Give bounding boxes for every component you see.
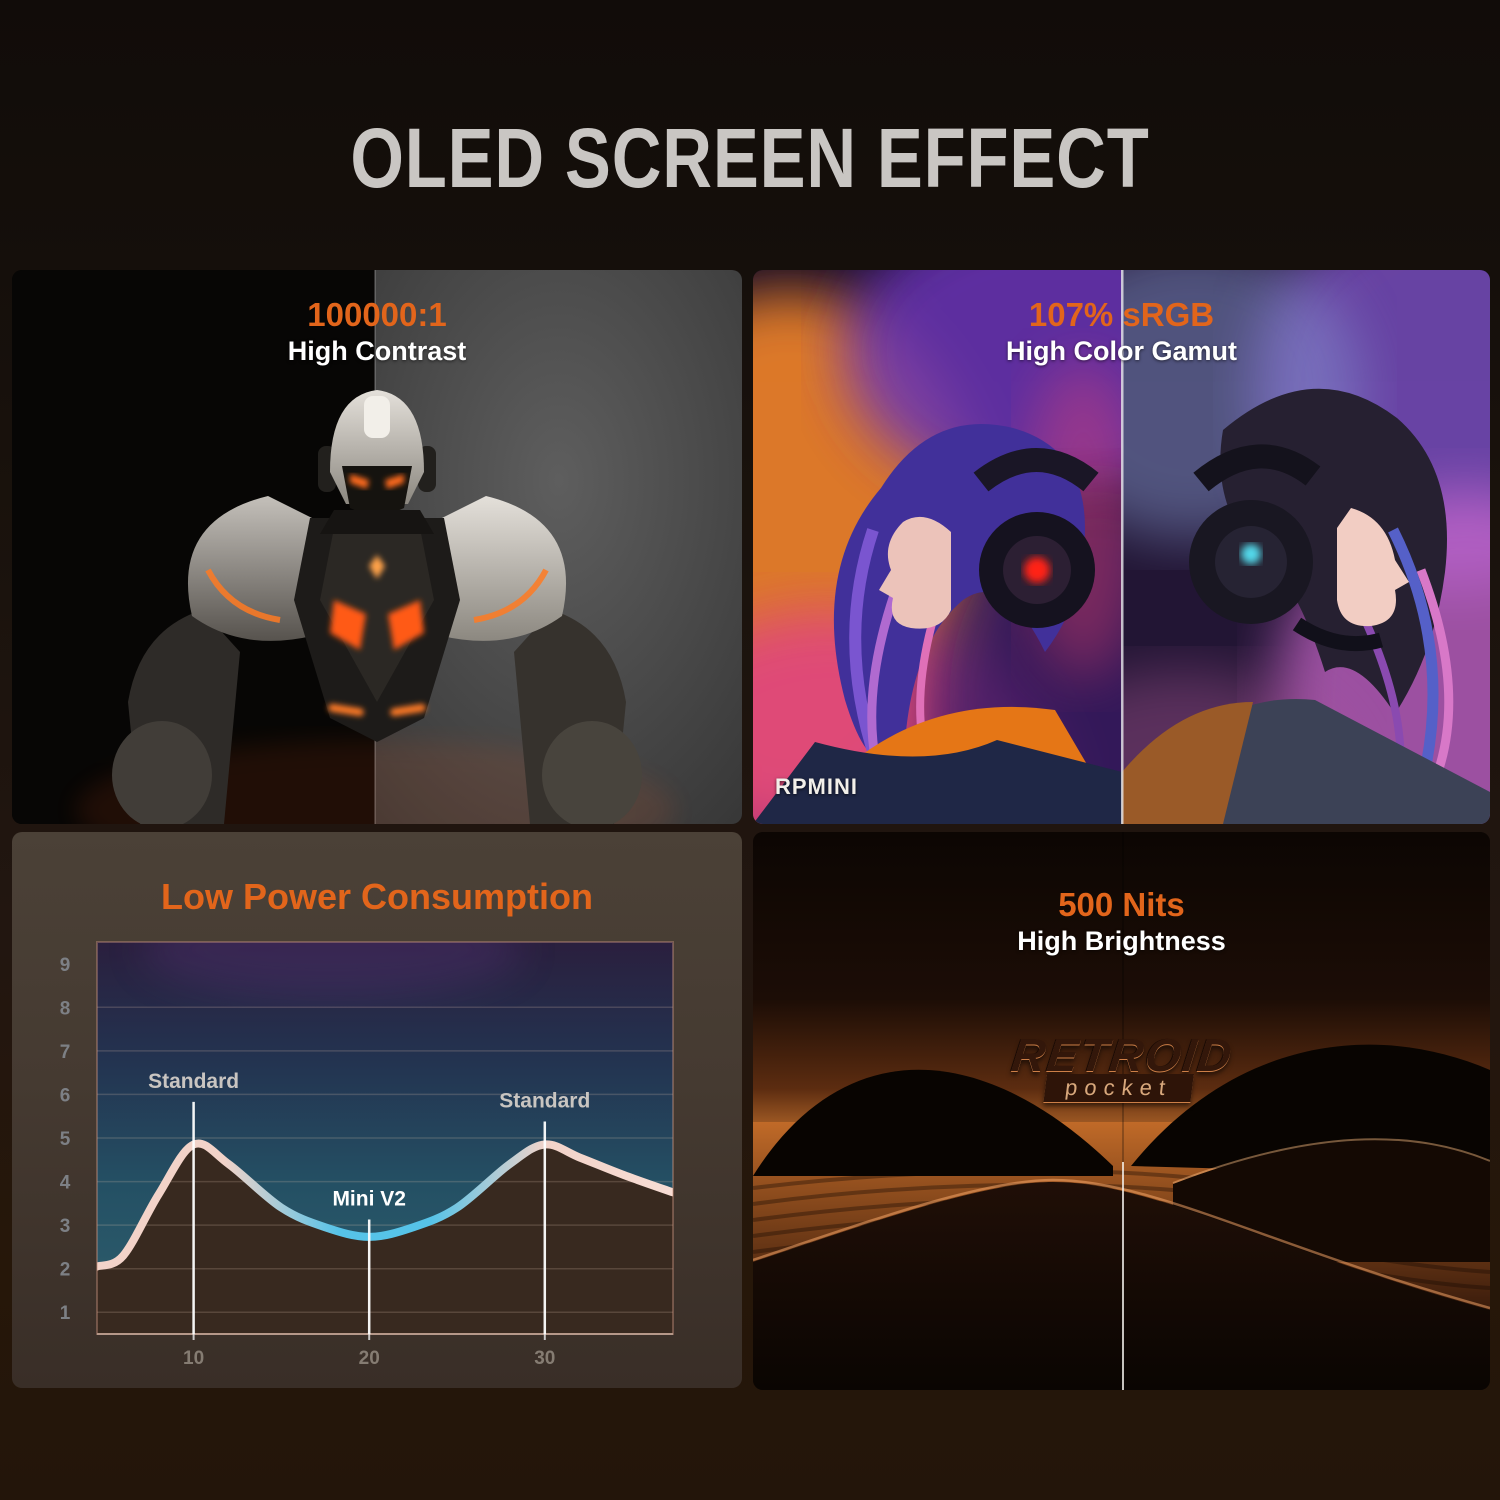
- svg-text:10: 10: [183, 1348, 204, 1369]
- split-line-lower: [1122, 1162, 1124, 1390]
- panel-brightness: 500 Nits High Brightness RETROID pocket: [753, 832, 1490, 1390]
- contrast-stats: 100000:1 High Contrast: [12, 294, 742, 369]
- rpmini-watermark: RPMINI: [775, 774, 858, 799]
- cyberpunk-girls-image: [753, 270, 1490, 824]
- brightness-stats: 500 Nits High Brightness: [753, 884, 1490, 959]
- power-consumption-chart: Standard Mini V2 Standard 1 2 3 4 5 6 7 8 9 10 20 30: [60, 941, 674, 1369]
- brightness-label: High Brightness: [1017, 926, 1226, 957]
- contrast-ratio-value: 100000:1: [307, 296, 447, 333]
- panel-low-power: Low Power Consumption Standard Mini V2 Sta…: [12, 832, 742, 1388]
- desert-dunes-image: [753, 832, 1490, 1390]
- contrast-label: High Contrast: [287, 336, 467, 367]
- chart-title: Low Power Consumption: [161, 876, 593, 917]
- svg-text:Mini V2: Mini V2: [332, 1188, 406, 1211]
- split-line-upper: [1122, 832, 1124, 1162]
- svg-text:3: 3: [60, 1216, 71, 1237]
- svg-text:4: 4: [60, 1173, 71, 1194]
- svg-text:8: 8: [60, 998, 71, 1019]
- panel-high-contrast: 100000:1 High Contrast: [12, 270, 742, 824]
- svg-text:20: 20: [359, 1348, 380, 1369]
- gamut-stats: 107% sRGB High Color Gamut: [753, 294, 1490, 369]
- svg-text:6: 6: [60, 1085, 71, 1106]
- retroid-pocket-logo: RETROID pocket: [753, 1028, 1490, 1102]
- svg-text:Standard: Standard: [148, 1070, 239, 1093]
- nits-value: 500 Nits: [1058, 886, 1185, 923]
- gamut-label: High Color Gamut: [1006, 336, 1237, 367]
- svg-text:5: 5: [60, 1129, 71, 1150]
- logo-pocket-text: pocket: [1063, 1075, 1174, 1100]
- logo-pocket-bar: pocket: [1043, 1074, 1194, 1102]
- panel-color-gamut: 107% sRGB High Color Gamut RPMINI: [753, 270, 1490, 824]
- srgb-value: 107% sRGB: [1028, 296, 1215, 333]
- page-title: OLED SCREEN EFFECT: [350, 111, 1150, 205]
- svg-text:2: 2: [60, 1260, 71, 1281]
- split-line: [1121, 270, 1124, 824]
- svg-text:30: 30: [534, 1348, 555, 1369]
- robot-image: [12, 270, 742, 824]
- svg-text:9: 9: [60, 955, 71, 976]
- svg-text:7: 7: [60, 1042, 71, 1063]
- svg-text:Standard: Standard: [499, 1090, 590, 1113]
- svg-text:1: 1: [60, 1303, 71, 1324]
